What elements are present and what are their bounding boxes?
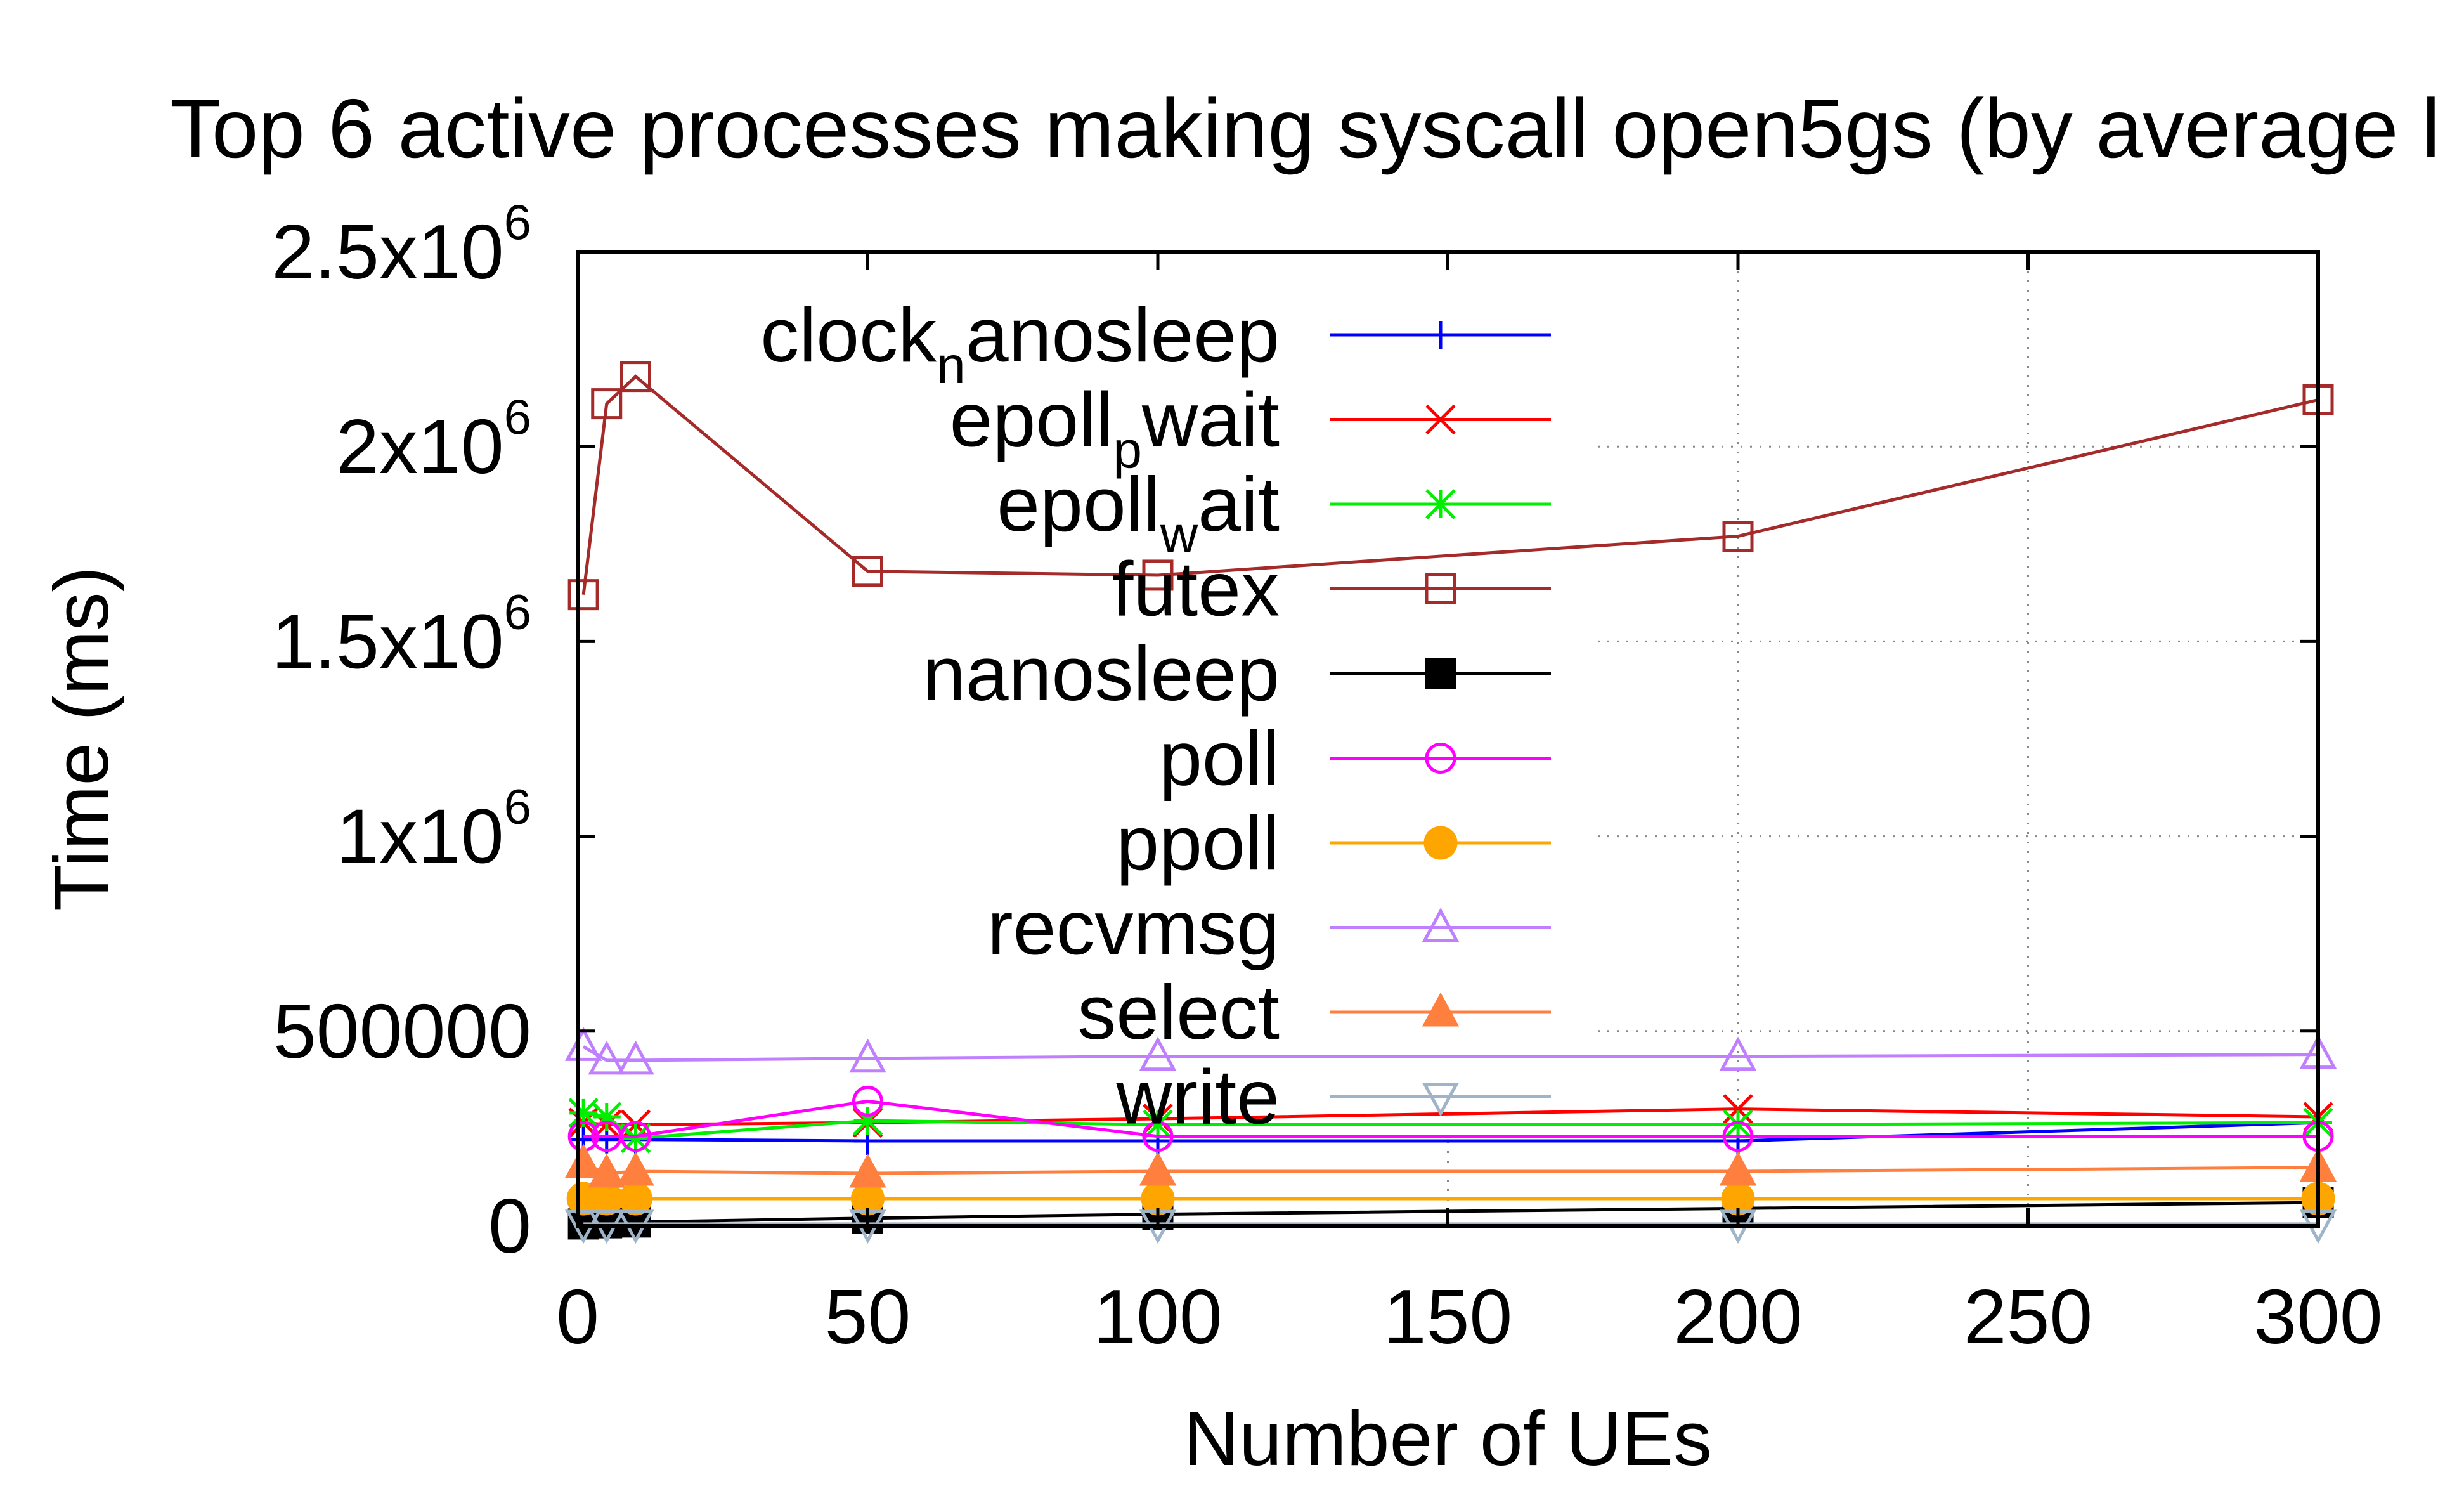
legend-label: nanosleep [923, 630, 1280, 717]
data-point [620, 1123, 651, 1154]
legend-label: epollpwait [950, 377, 1280, 479]
legend-marker [1422, 1083, 1460, 1117]
series-recvmsg [564, 1027, 2337, 1075]
plot-frame [576, 250, 2320, 1228]
chart-title: Top 6 active processes making syscall op… [170, 82, 2441, 175]
legend-item: select [1077, 969, 1551, 1055]
data-point [1722, 521, 1754, 552]
legend-item: ppoll [1116, 800, 1551, 886]
data-point [591, 388, 623, 420]
data-point [591, 1102, 622, 1132]
legend-item: clocknanosleep [760, 292, 1551, 394]
data-point [852, 556, 883, 587]
legend-marker [1425, 489, 1456, 519]
series-line [583, 1099, 2318, 1138]
legend-item: futex [1112, 546, 1551, 632]
series-line [583, 1201, 2319, 1226]
data-point [1139, 1036, 1177, 1071]
data-point [849, 1038, 886, 1073]
x-tick-label: 150 [1384, 1273, 1513, 1360]
legend-marker [1423, 826, 1458, 860]
data-point [1142, 559, 1174, 591]
series-line [583, 1111, 2319, 1140]
data-point [564, 1143, 602, 1178]
data-point [588, 1040, 625, 1075]
data-point [620, 361, 651, 393]
data-point [1719, 1151, 1757, 1186]
x-tick-label: 100 [1093, 1273, 1222, 1360]
legend-marker [1422, 908, 1460, 942]
y-tick-label: 0 [488, 1183, 531, 1269]
legend-label: write [1115, 1054, 1280, 1140]
x-tick-label: 0 [556, 1273, 599, 1360]
data-point [568, 1098, 599, 1128]
data-point [617, 1040, 654, 1075]
series-line [582, 1045, 2319, 1062]
series-line [581, 374, 2319, 595]
legend-marker [1422, 992, 1460, 1027]
grid-layer [867, 252, 2318, 1226]
data-point [1722, 1121, 1754, 1152]
data-point [1143, 1109, 1173, 1140]
data-point [588, 1153, 625, 1188]
data-point [620, 1121, 651, 1152]
legend-label: select [1077, 969, 1280, 1055]
data-point [619, 1182, 652, 1216]
y-tick-label: 1x106 [336, 779, 531, 880]
legend-item: write [1115, 1054, 1551, 1140]
series-ppoll [566, 1182, 2335, 1216]
legend-marker [1425, 573, 1456, 604]
y-axis-label: Time (ms) [38, 566, 124, 911]
series-line [583, 1162, 2319, 1175]
legend-label: recvmsg [987, 885, 1280, 971]
y-tick-label: 2x106 [336, 389, 531, 490]
data-point [1142, 1121, 1174, 1152]
legend-item: epollpwait [950, 377, 1551, 479]
data-point [567, 579, 599, 611]
data-point [852, 1105, 883, 1136]
legend-marker [1425, 658, 1456, 689]
legend-label: clocknanosleep [760, 292, 1280, 394]
legend-item: epollwait [997, 461, 1551, 564]
data-point [1723, 1093, 1753, 1124]
data-point [617, 1151, 654, 1186]
legend-item: nanosleep [923, 630, 1551, 717]
legend-label: futex [1112, 546, 1280, 632]
legend-marker [1427, 321, 1455, 349]
x-tick-label: 50 [825, 1273, 911, 1360]
data-point [1723, 1109, 1753, 1140]
series-epoll-wait [568, 1098, 2333, 1154]
x-tick-label: 250 [1964, 1273, 2093, 1360]
legend-marker [1425, 743, 1456, 774]
legend-label: epollwait [997, 461, 1280, 564]
y-tick-label: 1.5x106 [271, 583, 531, 684]
series-futex [567, 361, 2334, 611]
series-clock-nanosleep [569, 1109, 2332, 1156]
data-point [849, 1153, 886, 1188]
x-tick-label: 200 [1673, 1273, 1803, 1360]
ticks-layer: 0 50 100 150 200 250 300 0 500000 1x106 1.5x106 2x1… [271, 194, 2382, 1360]
y-tick-label: 2.5x106 [271, 194, 531, 295]
data-point [1719, 1036, 1757, 1071]
legend: clocknanosleepepollpwaitepollwaitfutexna… [760, 292, 1551, 1140]
x-axis-label: Number of UEs [1183, 1395, 1712, 1482]
x-tick-label: 300 [2253, 1273, 2383, 1360]
legend-label: poll [1159, 715, 1280, 802]
data-point [590, 1182, 624, 1216]
series-select [564, 1143, 2337, 1188]
series-nanosleep [567, 1187, 2334, 1240]
legend-item: recvmsg [987, 885, 1551, 971]
legend-marker [1425, 404, 1456, 435]
data-point [1139, 1151, 1177, 1186]
y-tick-label: 500000 [273, 988, 531, 1074]
legend-item: poll [1159, 715, 1551, 802]
data-point [564, 1027, 602, 1061]
legend-label: ppoll [1116, 800, 1280, 886]
data-point [852, 1085, 883, 1117]
